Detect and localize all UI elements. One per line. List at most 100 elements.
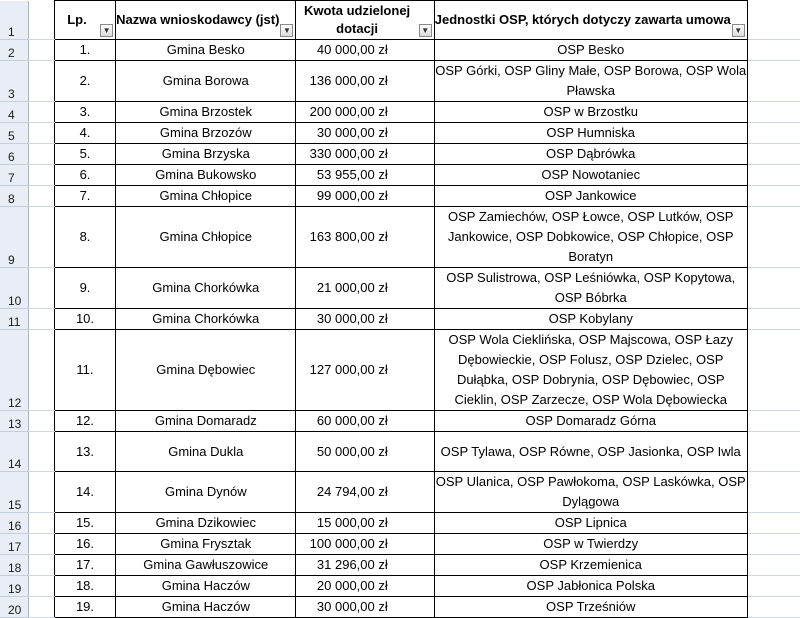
cell-lp[interactable]: 3. — [53, 101, 117, 123]
row-number[interactable]: 9 — [0, 206, 29, 268]
empty-cell[interactable] — [746, 471, 800, 513]
cell-amount[interactable]: 31 296,00 zł — [295, 554, 435, 576]
row-number[interactable]: 13 — [0, 410, 29, 432]
cell-lp[interactable]: 16. — [53, 533, 117, 555]
empty-cell[interactable] — [746, 122, 800, 144]
cell-units[interactable]: OSP Besko — [433, 39, 748, 61]
empty-cell[interactable] — [746, 39, 800, 61]
cell-lp[interactable]: 8. — [53, 206, 117, 268]
cell-amount[interactable]: 136 000,00 zł — [295, 60, 435, 102]
cell-lp[interactable]: 9. — [53, 267, 117, 309]
empty-cell[interactable] — [28, 206, 55, 268]
cell-amount[interactable]: 53 955,00 zł — [295, 164, 435, 186]
cell-amount[interactable]: 60 000,00 zł — [295, 410, 435, 432]
cell-amount[interactable]: 200 000,00 zł — [295, 101, 435, 123]
cell-name[interactable]: Gmina Haczów — [115, 575, 297, 597]
empty-cell[interactable] — [28, 60, 55, 102]
empty-cell[interactable] — [28, 308, 55, 330]
cell-lp[interactable]: 1. — [53, 39, 117, 61]
row-number[interactable]: 11 — [0, 308, 29, 330]
empty-cell[interactable] — [28, 122, 55, 144]
empty-cell[interactable] — [28, 512, 55, 534]
row-number[interactable]: 6 — [0, 143, 29, 165]
empty-cell[interactable] — [28, 410, 55, 432]
cell-lp[interactable]: 2. — [53, 60, 117, 102]
cell-name[interactable]: Gmina Dębowiec — [115, 329, 297, 411]
empty-cell[interactable] — [28, 0, 55, 40]
cell-lp[interactable]: 4. — [53, 122, 117, 144]
cell-units[interactable]: OSP Jabłonica Polska — [433, 575, 748, 597]
cell-amount[interactable]: 40 000,00 zł — [295, 39, 435, 61]
cell-name[interactable]: Gmina Dukla — [115, 431, 297, 472]
empty-cell[interactable] — [28, 329, 55, 411]
empty-cell[interactable] — [28, 143, 55, 165]
empty-cell[interactable] — [746, 267, 800, 309]
cell-amount[interactable]: 30 000,00 zł — [295, 122, 435, 144]
cell-units[interactable]: OSP Ulanica, OSP Pawłokoma, OSP Laskówka… — [433, 471, 748, 513]
row-number[interactable]: 16 — [0, 512, 29, 534]
row-number[interactable]: 7 — [0, 164, 29, 186]
header-units[interactable]: Jednostki OSP, których dotyczy zawarta u… — [433, 0, 748, 40]
cell-lp[interactable]: 6. — [53, 164, 117, 186]
cell-name[interactable]: Gmina Chorkówka — [115, 267, 297, 309]
empty-cell[interactable] — [28, 471, 55, 513]
cell-units[interactable]: OSP Jankowice — [433, 185, 748, 207]
cell-units[interactable]: OSP Nowotaniec — [433, 164, 748, 186]
cell-lp[interactable]: 12. — [53, 410, 117, 432]
cell-units[interactable]: OSP Sulistrowa, OSP Leśniówka, OSP Kopyt… — [433, 267, 748, 309]
cell-lp[interactable]: 14. — [53, 471, 117, 513]
cell-amount[interactable]: 24 794,00 zł — [295, 471, 435, 513]
row-number[interactable]: 1 — [0, 0, 29, 40]
cell-name[interactable]: Gmina Frysztak — [115, 533, 297, 555]
empty-cell[interactable] — [746, 575, 800, 597]
filter-dropdown-icon[interactable]: ▼ — [100, 24, 114, 37]
empty-cell[interactable] — [746, 206, 800, 268]
cell-units[interactable]: OSP w Twierdzy — [433, 533, 748, 555]
cell-lp[interactable]: 7. — [53, 185, 117, 207]
cell-amount[interactable]: 100 000,00 zł — [295, 533, 435, 555]
cell-name[interactable]: Gmina Bukowsko — [115, 164, 297, 186]
cell-units[interactable]: OSP Dąbrówka — [433, 143, 748, 165]
cell-amount[interactable]: 50 000,00 zł — [295, 431, 435, 472]
cell-name[interactable]: Gmina Borowa — [115, 60, 297, 102]
header-amount[interactable]: Kwota udzielonej dotacji ▼ — [295, 0, 435, 40]
cell-name[interactable]: Gmina Dzikowiec — [115, 512, 297, 534]
empty-cell[interactable] — [746, 0, 800, 40]
empty-cell[interactable] — [28, 185, 55, 207]
row-number[interactable]: 8 — [0, 185, 29, 207]
empty-cell[interactable] — [28, 39, 55, 61]
filter-dropdown-icon[interactable]: ▼ — [731, 24, 745, 37]
empty-cell[interactable] — [28, 431, 55, 472]
empty-cell[interactable] — [28, 267, 55, 309]
row-number[interactable]: 4 — [0, 101, 29, 123]
cell-units[interactable]: OSP Zamiechów, OSP Łowce, OSP Lutków, OS… — [433, 206, 748, 268]
empty-cell[interactable] — [746, 164, 800, 186]
cell-units[interactable]: OSP Humniska — [433, 122, 748, 144]
cell-name[interactable]: Gmina Brzyska — [115, 143, 297, 165]
cell-lp[interactable]: 11. — [53, 329, 117, 411]
cell-name[interactable]: Gmina Gawłuszowice — [115, 554, 297, 576]
cell-units[interactable]: OSP Górki, OSP Gliny Małe, OSP Borowa, O… — [433, 60, 748, 102]
empty-cell[interactable] — [746, 185, 800, 207]
cell-name[interactable]: Gmina Chłopice — [115, 185, 297, 207]
cell-units[interactable]: OSP Kobylany — [433, 308, 748, 330]
cell-amount[interactable]: 99 000,00 zł — [295, 185, 435, 207]
cell-units[interactable]: OSP w Brzostku — [433, 101, 748, 123]
cell-lp[interactable]: 15. — [53, 512, 117, 534]
empty-cell[interactable] — [746, 329, 800, 411]
header-lp[interactable]: Lp. ▼ — [53, 0, 117, 40]
cell-units[interactable]: OSP Krzemienica — [433, 554, 748, 576]
filter-dropdown-icon[interactable]: ▼ — [418, 24, 432, 37]
cell-lp[interactable]: 18. — [53, 575, 117, 597]
row-number[interactable]: 19 — [0, 575, 29, 597]
cell-amount[interactable]: 15 000,00 zł — [295, 512, 435, 534]
empty-cell[interactable] — [746, 143, 800, 165]
cell-amount[interactable]: 30 000,00 zł — [295, 308, 435, 330]
row-number[interactable]: 18 — [0, 554, 29, 576]
cell-name[interactable]: Gmina Chorkówka — [115, 308, 297, 330]
cell-lp[interactable]: 10. — [53, 308, 117, 330]
row-number[interactable]: 12 — [0, 329, 29, 411]
cell-amount[interactable]: 127 000,00 zł — [295, 329, 435, 411]
cell-units[interactable]: OSP Wola Cieklińska, OSP Majscowa, OSP Ł… — [433, 329, 748, 411]
cell-units[interactable]: OSP Domaradz Górna — [433, 410, 748, 432]
